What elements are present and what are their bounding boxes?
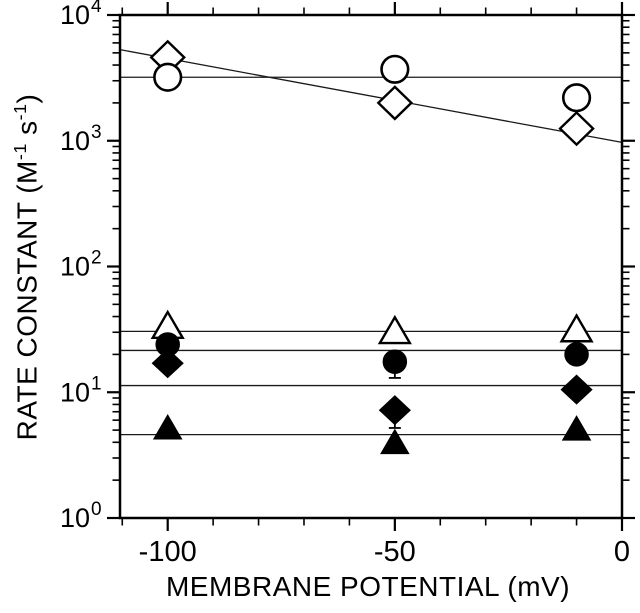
y-axis-title-sup1: -1 [10,143,30,161]
filled-triangle-point [152,414,183,440]
open-diamond-point [376,85,414,121]
open-triangle-point [377,314,412,345]
y-tick-label: 104 [60,0,102,30]
plot-border [118,13,624,520]
filled-diamond-point [378,395,411,426]
filled-triangle-point [561,415,592,441]
y-axis-title-text3: ) [11,93,43,104]
x-tick-label: 0 [614,536,630,568]
y-tick-label: 101 [60,373,102,407]
filled-diamond-point [560,374,593,405]
open-diamond-fit-line [119,49,623,144]
open-circle-point [380,54,410,84]
open-diamond-point [558,110,595,147]
y-tick-label: 102 [60,248,102,282]
filled-circle-point [382,349,408,374]
x-tick-label: -100 [139,536,197,568]
open-circle-point [561,83,592,113]
y-tick-label: 103 [60,122,102,156]
open-triangle-point [559,313,594,343]
y-axis-title-sup2: -1 [10,103,30,121]
open-circle-point [153,62,183,92]
y-axis-title-text2: s [11,120,43,144]
filled-diamond-point [151,348,184,379]
filled-triangle-point [380,428,410,455]
y-axis-title-text: RATE CONSTANT (M [11,160,43,441]
x-axis-title: MEMBRANE POTENTIAL (mV) [165,571,571,602]
y-axis-title: RATE CONSTANT (M-1 s-1) [10,0,44,567]
filled-circle-point [564,342,589,367]
y-tick-label: 100 [60,499,102,533]
x-tick-label: -50 [374,536,416,568]
